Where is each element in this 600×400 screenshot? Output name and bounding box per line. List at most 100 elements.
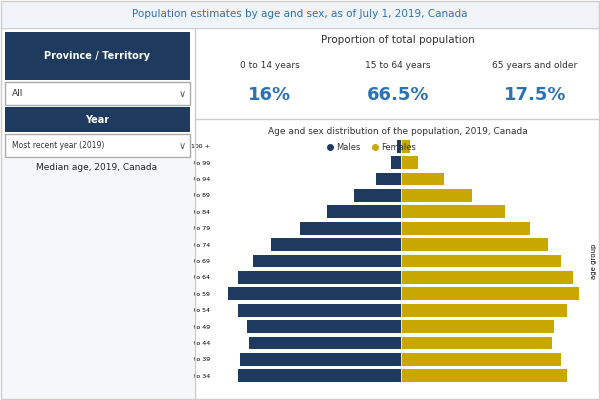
Bar (249, 337, 401, 349)
Polygon shape (134, 298, 168, 369)
Bar (119, 180, 121, 188)
Bar (271, 238, 401, 251)
Bar (79, 180, 80, 188)
Bar (123, 180, 125, 188)
Polygon shape (160, 348, 176, 369)
Text: Females: Females (381, 142, 416, 152)
Bar (90, 180, 91, 188)
Text: Median age: Median age (66, 167, 106, 173)
FancyBboxPatch shape (5, 32, 190, 80)
Bar (110, 180, 112, 188)
Text: Younger: Younger (66, 193, 91, 198)
Bar (238, 304, 401, 316)
Text: 66.5%: 66.5% (367, 86, 429, 104)
Y-axis label: age group: age group (591, 243, 597, 279)
Bar (86, 180, 87, 188)
Text: 0 to 14 years: 0 to 14 years (240, 60, 300, 70)
Bar (131, 180, 133, 188)
Bar (299, 222, 401, 234)
Polygon shape (103, 328, 144, 374)
Bar (397, 140, 401, 152)
Bar (376, 173, 401, 185)
Bar (83, 180, 85, 188)
FancyBboxPatch shape (1, 1, 599, 27)
Bar (401, 370, 567, 382)
Bar (101, 180, 103, 188)
Bar (82, 180, 83, 188)
FancyBboxPatch shape (1, 159, 194, 399)
Text: ∨: ∨ (179, 141, 186, 151)
Bar (80, 180, 82, 188)
Bar (125, 180, 126, 188)
Polygon shape (76, 196, 134, 287)
Text: 16%: 16% (248, 86, 292, 104)
Bar (100, 180, 101, 188)
Bar (253, 255, 401, 267)
Bar (108, 180, 109, 188)
Bar (122, 180, 124, 188)
FancyBboxPatch shape (5, 134, 190, 157)
Bar (73, 180, 74, 188)
Text: 65 years and older: 65 years and older (493, 60, 578, 70)
Bar (105, 180, 107, 188)
Text: Males: Males (336, 142, 361, 152)
Bar (66, 180, 68, 188)
Text: Older: Older (117, 193, 134, 198)
Bar (74, 180, 76, 188)
Bar (94, 180, 95, 188)
Bar (401, 238, 548, 251)
Polygon shape (111, 272, 136, 328)
Text: Population estimates by age and sex, as of July 1, 2019, Canada: Population estimates by age and sex, as … (132, 9, 468, 19)
Bar (401, 255, 560, 267)
Bar (401, 206, 505, 218)
Bar (77, 180, 79, 188)
Bar (401, 337, 552, 349)
Bar (247, 320, 401, 333)
Bar (116, 180, 118, 188)
Text: Province / Territory: Province / Territory (44, 51, 150, 61)
Bar (76, 180, 77, 188)
Bar (130, 180, 132, 188)
Bar (401, 271, 573, 284)
Bar (326, 206, 401, 218)
Bar (118, 180, 119, 188)
Bar (401, 140, 410, 152)
Text: Age and sex distribution of the population, 2019, Canada: Age and sex distribution of the populati… (268, 128, 528, 136)
Bar (84, 180, 86, 188)
Bar (401, 288, 579, 300)
Bar (401, 189, 472, 202)
Bar (71, 180, 73, 188)
FancyBboxPatch shape (196, 29, 599, 120)
Polygon shape (127, 358, 142, 374)
Bar (70, 180, 72, 188)
Text: Proportion of total population: Proportion of total population (321, 35, 475, 45)
Bar (401, 222, 530, 234)
Bar (401, 353, 560, 366)
Bar (67, 180, 69, 188)
Bar (121, 180, 122, 188)
Polygon shape (19, 262, 52, 343)
Bar (113, 180, 115, 188)
Text: Most recent year (2019): Most recent year (2019) (12, 142, 104, 150)
Bar (401, 320, 554, 333)
Bar (354, 189, 401, 202)
Bar (88, 180, 90, 188)
Bar (97, 180, 98, 188)
Polygon shape (15, 262, 27, 287)
Text: Year: Year (85, 115, 109, 125)
Bar (391, 156, 401, 169)
Bar (98, 180, 100, 188)
Bar (401, 173, 443, 185)
Text: Median age, 2019, Canada: Median age, 2019, Canada (37, 164, 158, 172)
Bar (126, 180, 128, 188)
Bar (133, 180, 134, 188)
Bar (112, 180, 113, 188)
Bar (87, 180, 89, 188)
Bar (115, 180, 116, 188)
Bar (95, 180, 97, 188)
FancyBboxPatch shape (5, 107, 190, 132)
Bar (104, 180, 105, 188)
Text: 15 to 64 years: 15 to 64 years (365, 60, 431, 70)
Bar (129, 180, 130, 188)
FancyBboxPatch shape (5, 82, 190, 105)
